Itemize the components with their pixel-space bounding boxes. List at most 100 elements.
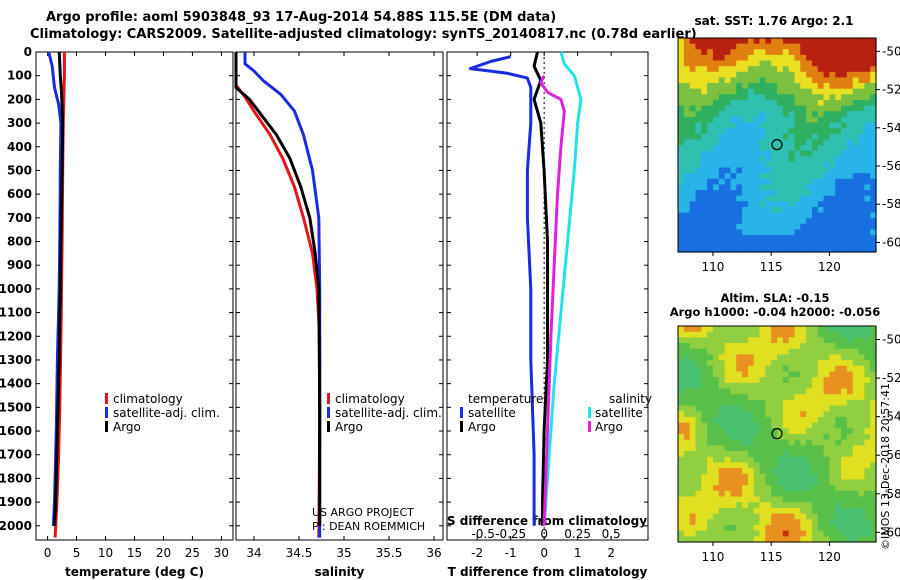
depth-tick-label: 100 <box>7 69 32 83</box>
map-cell <box>841 394 848 401</box>
map-cell <box>753 173 761 180</box>
map-cell <box>835 195 842 202</box>
map-cell <box>864 201 871 208</box>
map-cell <box>759 161 766 169</box>
map-cell <box>817 77 825 84</box>
map-cell <box>858 240 865 247</box>
map-cell <box>852 83 860 90</box>
map-cell <box>852 439 860 446</box>
map-cell <box>695 240 702 247</box>
map-cell <box>730 331 737 338</box>
map-cell <box>817 111 825 118</box>
map-cell <box>846 405 854 412</box>
map-cell <box>695 77 702 84</box>
map-cell <box>742 485 749 492</box>
map-cell <box>777 513 784 520</box>
map-cell <box>858 88 865 95</box>
map-cell <box>759 173 766 180</box>
map-cell <box>864 502 871 509</box>
map-cell <box>736 411 743 418</box>
map-cell <box>765 416 772 424</box>
map-cell <box>771 246 778 253</box>
map-cell <box>788 365 796 373</box>
map-cell <box>794 490 801 498</box>
map-cell <box>712 360 720 367</box>
map-cell <box>829 451 836 458</box>
map-cell <box>683 473 691 481</box>
map-cell <box>753 348 761 356</box>
map-cell <box>829 54 836 62</box>
map-cell <box>794 479 801 486</box>
map-cell <box>858 66 865 73</box>
map-cell <box>771 416 778 424</box>
map-cell <box>841 416 848 424</box>
map-cell <box>806 77 813 84</box>
temperature-series-argo <box>53 51 65 526</box>
map-cell <box>718 326 726 333</box>
map-cell <box>689 49 697 56</box>
map-cell <box>858 343 865 350</box>
map-cell <box>806 246 813 253</box>
map-cell <box>864 128 871 135</box>
map-cell <box>707 536 714 543</box>
map-cell <box>689 116 697 124</box>
map-cell <box>747 451 755 458</box>
map-cell <box>736 513 743 520</box>
map-cell <box>846 365 854 373</box>
map-cell <box>759 422 766 429</box>
depth-tick-label: 1900 <box>0 495 32 509</box>
map-cell <box>759 190 766 197</box>
map-cell <box>712 399 720 407</box>
map-cell <box>765 145 772 152</box>
map-cell <box>794 422 801 429</box>
map-cell <box>811 490 819 498</box>
map-cell <box>771 490 778 498</box>
map-cell <box>753 167 761 174</box>
map-cell <box>817 530 825 537</box>
map-cell <box>841 422 848 429</box>
map-cell <box>707 167 714 174</box>
map-cell <box>870 456 877 464</box>
map-cell <box>712 246 720 253</box>
map-cell <box>718 348 726 356</box>
map-cell <box>870 360 877 367</box>
map-cell <box>852 235 860 242</box>
map-cell <box>724 111 732 118</box>
map-cell <box>788 240 796 247</box>
map-cell <box>806 468 813 475</box>
map-cell <box>712 229 720 236</box>
map-cell <box>835 178 842 186</box>
map-cell <box>846 83 854 90</box>
map-cell <box>742 145 749 152</box>
map-cell <box>858 434 865 441</box>
map-cell <box>701 507 708 515</box>
map-cell <box>858 229 865 236</box>
map-cell <box>823 83 831 90</box>
map-cell <box>806 167 813 174</box>
map-cell <box>788 133 796 140</box>
map-cell <box>695 479 702 486</box>
map-cell <box>736 240 743 247</box>
map-cell <box>759 66 766 73</box>
map-cell <box>829 530 836 537</box>
map-cell <box>753 451 761 458</box>
map-cell <box>759 394 766 401</box>
map-cell <box>777 502 784 509</box>
map-cell <box>846 394 854 401</box>
map-cell <box>794 223 801 231</box>
map-cell <box>788 513 796 520</box>
map-cell <box>870 116 877 124</box>
map-cell <box>759 337 766 344</box>
map-cell <box>689 422 697 429</box>
map-cell <box>777 411 784 418</box>
map-cell <box>852 331 860 338</box>
map-cell <box>701 462 708 469</box>
map-cell <box>788 485 796 492</box>
map-cell <box>678 399 685 407</box>
map-cell <box>718 66 726 73</box>
map-cell <box>753 190 761 197</box>
map-cell <box>800 229 807 236</box>
map-cell <box>759 229 766 236</box>
map-cell <box>747 388 755 395</box>
map-cell <box>806 496 813 503</box>
